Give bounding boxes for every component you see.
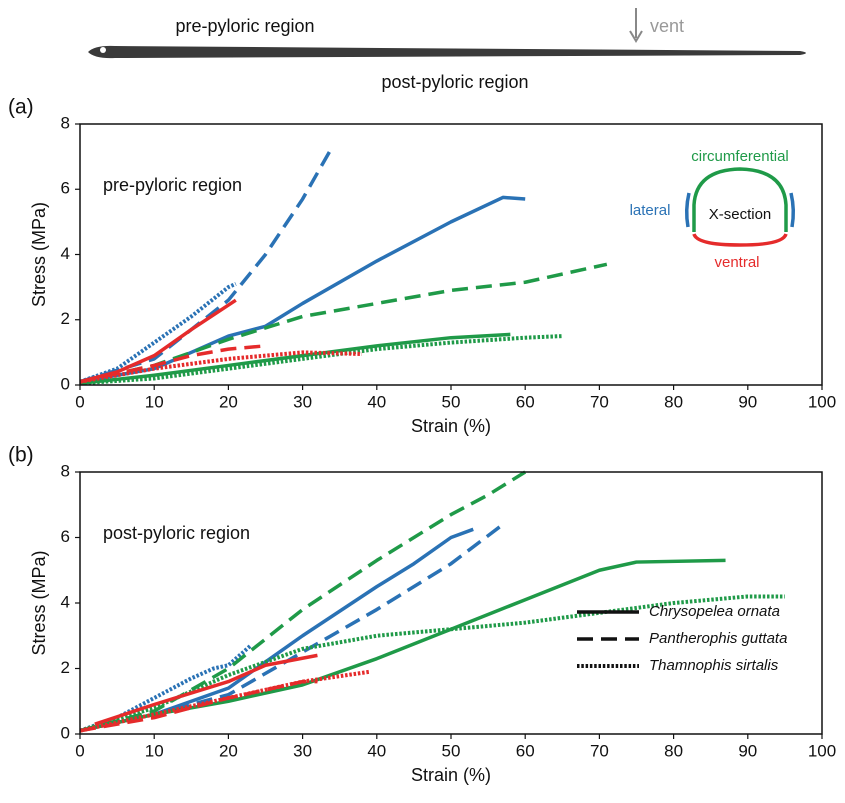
snake-eye: [100, 47, 106, 53]
snake-silhouette: [88, 45, 806, 59]
x-tick-label: 60: [516, 741, 535, 760]
inset-label: X-section: [709, 206, 772, 223]
inset-ventral: [692, 233, 788, 247]
x-tick-label: 30: [293, 741, 312, 760]
inset-label: ventral: [714, 254, 759, 271]
panel-annotation: post-pyloric region: [103, 523, 250, 543]
legend-label: Thamnophis sirtalis: [649, 657, 779, 674]
y-tick-label: 8: [61, 113, 70, 132]
stress-strain-curve: [80, 334, 563, 385]
x-tick-label: 80: [664, 392, 683, 411]
legend-label: Pantherophis guttata: [649, 630, 787, 647]
y-tick-label: 0: [61, 723, 70, 742]
stress-strain-curve: [94, 653, 318, 726]
inset-circumferential: [692, 167, 788, 232]
stress-strain-curve: [80, 145, 334, 384]
x-tick-label: 40: [367, 741, 386, 760]
x-tick-label: 90: [738, 392, 757, 411]
header-label: pre-pyloric region: [175, 16, 314, 36]
y-tick-label: 0: [61, 374, 70, 393]
stress-strain-curve: [80, 527, 474, 733]
inset-label: lateral: [630, 202, 671, 219]
x-tick-label: 0: [75, 741, 84, 760]
x-tick-label: 100: [808, 392, 836, 411]
y-tick-label: 2: [61, 309, 70, 328]
cross-section-inset: circumferential lateral X-section ventra…: [630, 148, 796, 271]
x-tick-label: 50: [442, 741, 461, 760]
x-tick-label: 30: [293, 392, 312, 411]
y-tick-label: 8: [61, 461, 70, 480]
y-tick-label: 6: [61, 527, 70, 546]
panel-label: (b): [8, 444, 34, 467]
stress-strain-curve: [80, 282, 237, 384]
legend-label: Chrysopelea ornata: [649, 603, 780, 620]
x-tick-label: 0: [75, 392, 84, 411]
x-tick-label: 20: [219, 741, 238, 760]
panel-annotation: pre-pyloric region: [103, 175, 242, 195]
stress-strain-curve: [80, 523, 504, 733]
stress-strain-curve: [80, 669, 370, 733]
vent-arrowhead: [629, 30, 643, 43]
x-tick-label: 70: [590, 741, 609, 760]
y-tick-label: 2: [61, 658, 70, 677]
y-tick-label: 4: [61, 244, 70, 263]
x-tick-label: 50: [442, 392, 461, 411]
x-tick-label: 80: [664, 741, 683, 760]
x-axis-title: Strain (%): [411, 416, 491, 436]
stress-strain-curve: [80, 332, 511, 385]
stress-strain-curve: [80, 470, 527, 733]
x-tick-label: 20: [219, 392, 238, 411]
stress-strain-curve: [80, 594, 785, 733]
inset-label: circumferential: [691, 148, 789, 165]
x-tick-label: 40: [367, 392, 386, 411]
x-tick-label: 60: [516, 392, 535, 411]
x-tick-label: 90: [738, 741, 757, 760]
y-tick-label: 4: [61, 592, 70, 611]
stress-strain-curve: [80, 262, 608, 384]
x-tick-label: 70: [590, 392, 609, 411]
header-label: post-pyloric region: [381, 72, 528, 92]
x-axis-title: Strain (%): [411, 765, 491, 785]
x-tick-label: 10: [145, 741, 164, 760]
vent-label: vent: [650, 16, 684, 36]
stress-strain-curve: [80, 344, 266, 384]
plot-lines: [80, 145, 608, 385]
inset-lateral: [789, 192, 796, 228]
y-axis-title: Stress (MPa): [29, 550, 49, 655]
plot-lines: [80, 470, 785, 733]
y-axis-title: Stress (MPa): [29, 202, 49, 307]
x-tick-label: 10: [145, 392, 164, 411]
inset-lateral: [684, 192, 691, 228]
panel-label: (a): [8, 96, 34, 119]
x-tick-label: 100: [808, 741, 836, 760]
y-tick-label: 6: [61, 179, 70, 198]
